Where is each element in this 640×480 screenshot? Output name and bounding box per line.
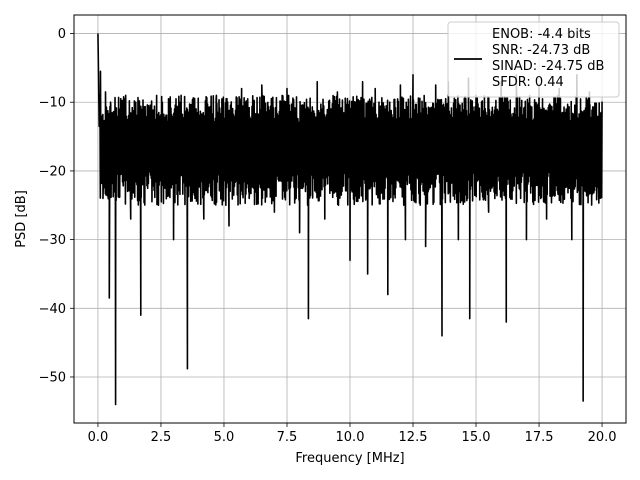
- legend-entry: SINAD: -24.75 dB: [492, 59, 604, 74]
- x-tick-label: 5.0: [214, 430, 235, 445]
- legend-entry: ENOB: -4.4 bits: [492, 27, 591, 42]
- x-tick-label: 12.5: [399, 430, 428, 445]
- legend-box: [447, 21, 620, 98]
- y-tick-label: 0: [58, 27, 66, 42]
- x-tick-label: 20.0: [588, 430, 617, 445]
- x-tick-label: 7.5: [277, 430, 298, 445]
- legend-entry: SNR: -24.73 dB: [492, 43, 590, 58]
- x-tick-label: 15.0: [462, 430, 491, 445]
- x-tick-label: 17.5: [525, 430, 554, 445]
- x-tick-label: 2.5: [151, 430, 172, 445]
- legend-entry: SFDR: 0.44: [492, 75, 564, 90]
- y-tick-label: −40: [39, 302, 66, 317]
- plot-area: [97, 33, 603, 406]
- psd-series-line: [97, 33, 603, 406]
- ticks: 0.0 2.5 5.0 7.5 10.0 12.5 15.0 17.5 20.0 0 −10 −20 −…: [39, 27, 617, 445]
- y-tick-label: −50: [39, 370, 66, 385]
- y-axis-label: PSD [dB]: [14, 190, 29, 248]
- y-tick-label: −10: [39, 96, 66, 111]
- y-tick-label: −20: [39, 164, 66, 179]
- x-axis-label: Frequency [MHz]: [295, 451, 404, 466]
- y-tick-label: −30: [39, 233, 66, 248]
- x-tick-label: 0.0: [88, 430, 109, 445]
- x-tick-label: 10.0: [336, 430, 365, 445]
